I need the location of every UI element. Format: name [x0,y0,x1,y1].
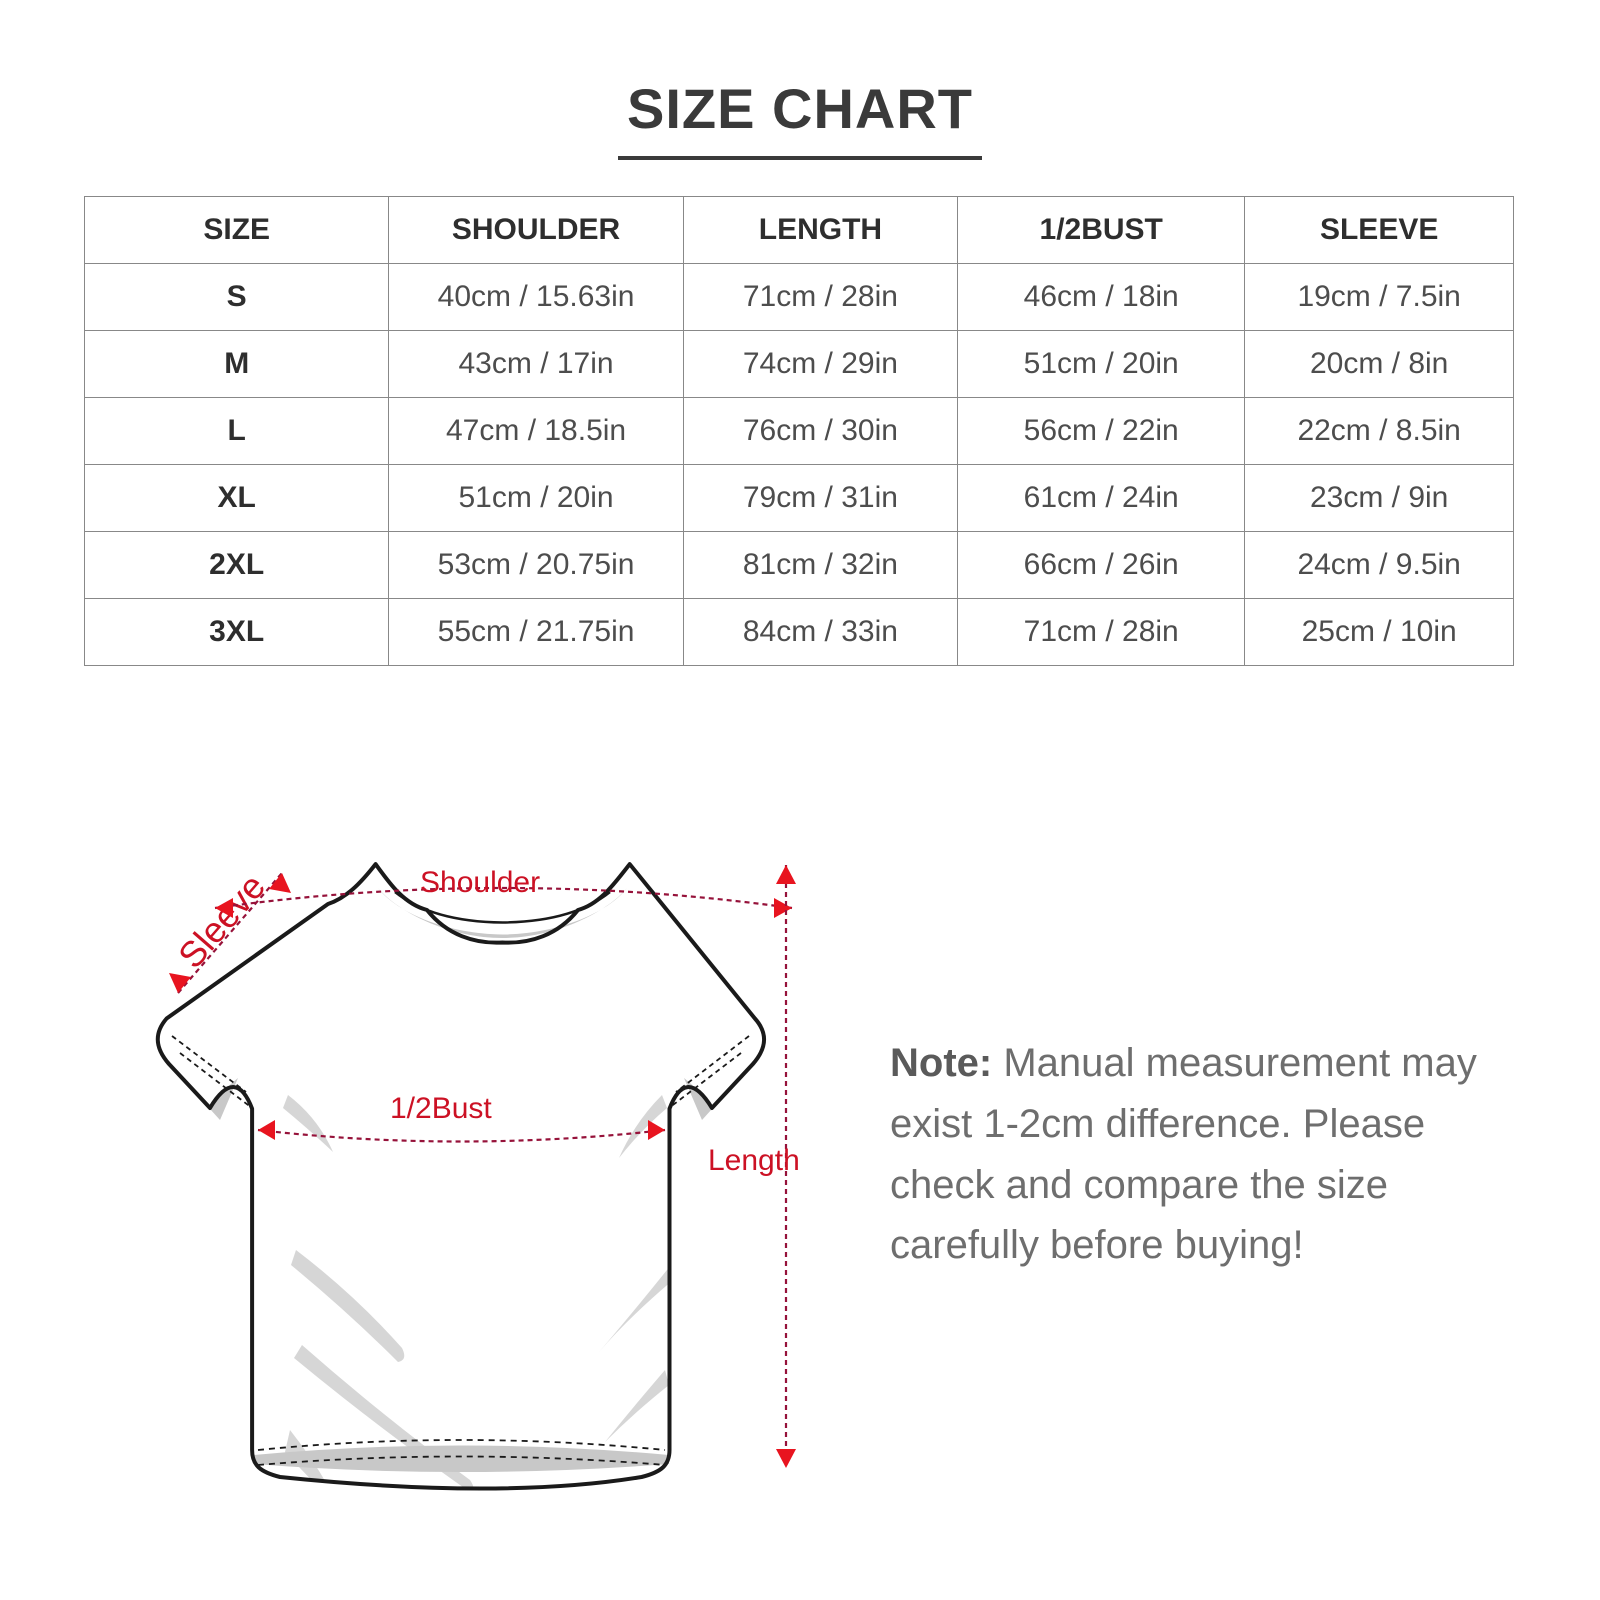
svg-text:Length: Length [708,1144,800,1177]
svg-text:Shoulder: Shoulder [420,866,540,899]
svg-text:1/2Bust: 1/2Bust [390,1092,492,1125]
